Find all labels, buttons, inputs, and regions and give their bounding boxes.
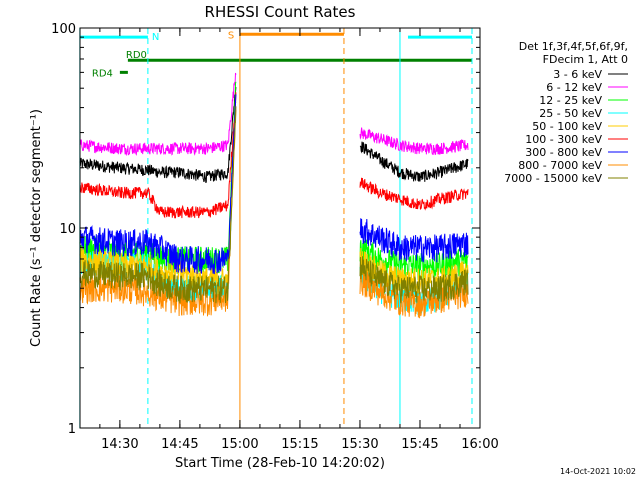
x-tick-label: 14:45 [161,437,198,452]
series-line [79,94,469,275]
x-axis-label: Start Time (28-Feb-10 14:20:02) [175,456,385,471]
series-line [79,72,469,157]
legend-entry: 6 - 12 keV [546,81,602,94]
legend-entry: 800 - 7000 keV [518,159,602,172]
x-tick-label: 15:15 [281,437,318,452]
legend-entry: 12 - 25 keV [539,94,602,107]
legend-entry: 100 - 300 keV [525,133,602,146]
axis-ticks: 14:30 14:45 15:00 15:15 15:30 15:45 16:00 1 10 10… [51,22,499,452]
legend-entry: 50 - 100 keV [532,120,602,133]
flag-label: RD4 [92,68,113,79]
x-tick-label: 14:30 [101,437,138,452]
flag-bars: N S RD0 RD4 [79,30,472,79]
legend: Det 1f,3f,4f,5f,6f,9f,FDecim 1, Att 0 3 -… [504,40,628,185]
flag-label: RD0 [126,50,147,61]
flag-label: S [228,30,234,41]
y-tick-label: 100 [51,22,76,37]
legend-header: Det 1f,3f,4f,5f,6f,9f, [519,40,628,53]
series-line [79,92,469,219]
plot-frame [79,27,481,429]
legend-entry: 7000 - 15000 keV [504,172,602,185]
flag-label: N [152,32,159,43]
legend-entry: 25 - 50 keV [539,107,602,120]
y-tick-label: 1 [68,422,76,437]
y-tick-label: 10 [59,222,76,237]
chart-title: RHESSI Count Rates [205,3,356,21]
series-line [79,87,469,184]
legend-entry: 3 - 6 keV [553,68,602,81]
legend-header: FDecim 1, Att 0 [543,53,628,66]
x-tick-label: 15:00 [221,437,258,452]
y-axis-label: Count Rate (s⁻¹ detector segment⁻¹) [29,109,44,347]
legend-entry: 300 - 800 keV [525,146,602,159]
x-tick-label: 15:30 [341,437,378,452]
timestamp: 14-Oct-2021 10:02 [560,467,636,476]
series-layer [79,72,469,319]
x-tick-label: 16:00 [461,437,498,452]
series-line [79,106,469,304]
x-tick-label: 15:45 [401,437,438,452]
vertical-markers [79,28,473,428]
